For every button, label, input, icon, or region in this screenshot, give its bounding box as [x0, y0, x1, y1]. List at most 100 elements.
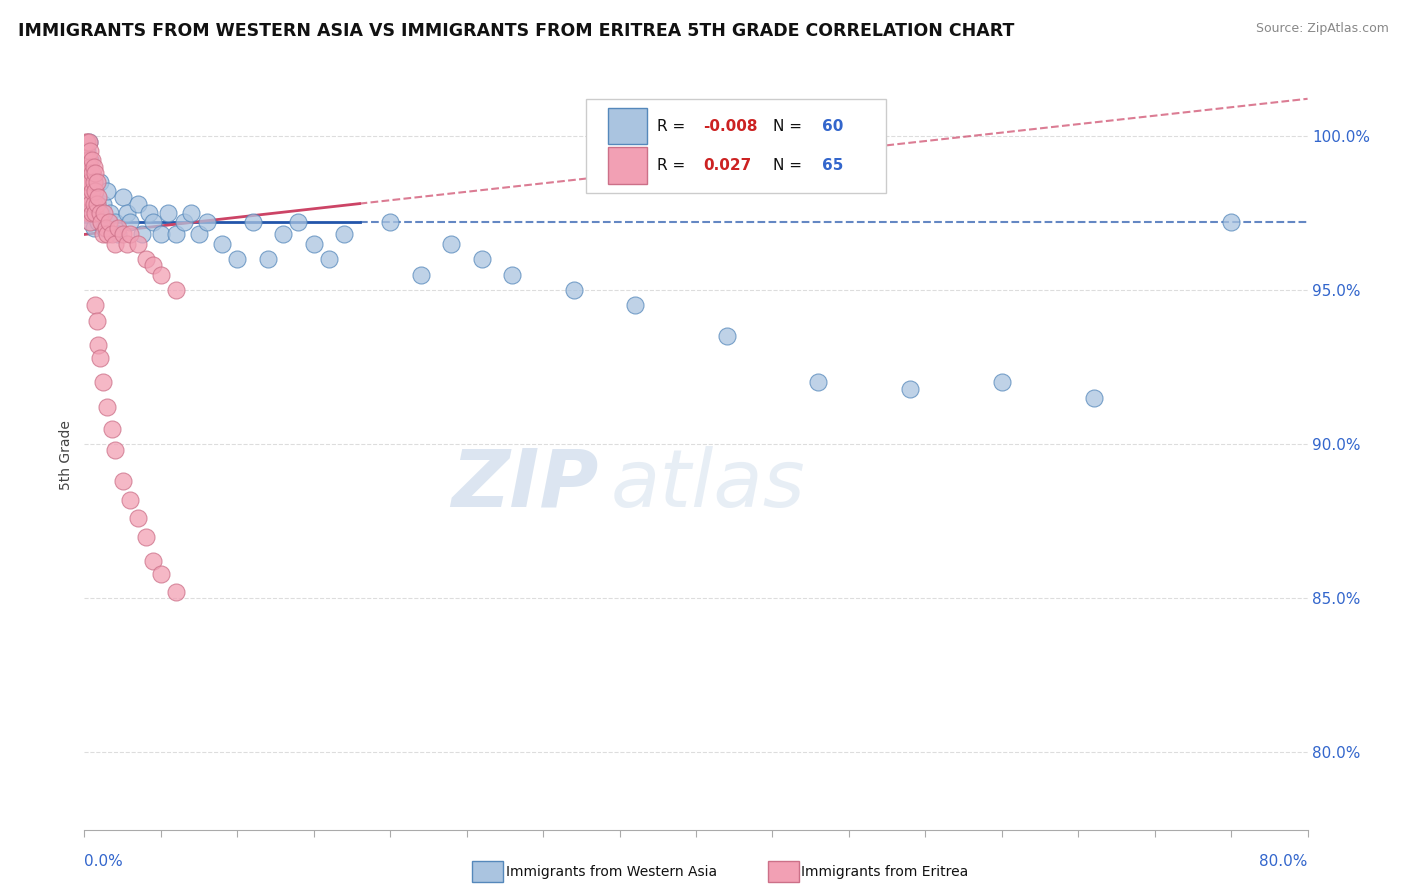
Point	[440, 236, 463, 251]
Point	[624, 298, 647, 312]
Point	[80, 166, 103, 180]
Point	[471, 252, 494, 266]
Point	[91, 227, 114, 242]
Point	[242, 215, 264, 229]
Point	[98, 206, 121, 220]
Point	[75, 175, 97, 189]
Point	[89, 206, 111, 220]
Point	[302, 236, 325, 251]
Point	[77, 160, 100, 174]
Point	[107, 227, 129, 242]
Point	[96, 184, 118, 198]
Point	[96, 227, 118, 242]
Point	[1220, 215, 1243, 229]
Point	[149, 227, 172, 242]
Point	[86, 196, 108, 211]
Y-axis label: 5th Grade: 5th Grade	[59, 420, 73, 490]
Point	[89, 175, 111, 189]
Point	[79, 215, 101, 229]
Point	[138, 206, 160, 220]
Point	[84, 206, 107, 220]
Point	[77, 153, 100, 168]
Point	[77, 196, 100, 211]
Point	[149, 566, 172, 581]
Point	[115, 236, 138, 251]
Text: 80.0%: 80.0%	[1260, 855, 1308, 869]
Point	[84, 166, 107, 180]
Text: Immigrants from Eritrea: Immigrants from Eritrea	[801, 865, 969, 880]
Point	[142, 258, 165, 272]
Text: 65: 65	[823, 158, 844, 173]
Point	[87, 190, 110, 204]
Point	[131, 227, 153, 242]
Point	[127, 196, 149, 211]
Point	[79, 196, 101, 211]
Text: Source: ZipAtlas.com: Source: ZipAtlas.com	[1256, 22, 1389, 36]
Point	[180, 206, 202, 220]
Point	[75, 160, 97, 174]
Point	[807, 376, 830, 390]
Point	[79, 160, 101, 174]
Point	[94, 221, 117, 235]
Point	[79, 145, 101, 159]
Point	[157, 206, 180, 220]
Point	[79, 215, 101, 229]
Point	[76, 190, 98, 204]
Point	[562, 283, 585, 297]
Point	[127, 236, 149, 251]
Point	[97, 215, 120, 229]
Point	[84, 298, 107, 312]
Point	[83, 196, 105, 211]
Point	[111, 474, 134, 488]
Point	[211, 236, 233, 251]
Point	[80, 184, 103, 198]
Point	[77, 166, 100, 180]
Point	[93, 206, 115, 220]
Point	[93, 221, 115, 235]
Point	[333, 227, 356, 242]
Point	[257, 252, 280, 266]
Point	[87, 338, 110, 352]
Point	[84, 184, 107, 198]
Point	[91, 376, 114, 390]
Point	[87, 215, 110, 229]
Point	[165, 283, 187, 297]
Point	[271, 227, 294, 242]
Point	[79, 175, 101, 189]
Point	[77, 206, 100, 220]
FancyBboxPatch shape	[607, 108, 647, 145]
Point	[83, 160, 105, 174]
Point	[90, 215, 112, 229]
Point	[120, 215, 142, 229]
Point	[898, 382, 921, 396]
Point	[1083, 391, 1105, 405]
Point	[111, 190, 134, 204]
Point	[195, 215, 218, 229]
Point	[86, 196, 108, 211]
Point	[104, 236, 127, 251]
Text: -0.008: -0.008	[703, 119, 758, 134]
Point	[84, 190, 107, 204]
Point	[991, 376, 1014, 390]
Point	[76, 184, 98, 198]
Text: N =: N =	[773, 158, 807, 173]
Point	[80, 166, 103, 180]
Point	[107, 221, 129, 235]
Point	[75, 145, 97, 159]
Point	[86, 314, 108, 328]
Point	[226, 252, 249, 266]
Point	[165, 585, 187, 599]
Point	[79, 153, 101, 168]
Point	[83, 175, 105, 189]
Point	[149, 268, 172, 282]
Point	[77, 135, 100, 149]
Point	[96, 400, 118, 414]
Text: IMMIGRANTS FROM WESTERN ASIA VS IMMIGRANTS FROM ERITREA 5TH GRADE CORRELATION CH: IMMIGRANTS FROM WESTERN ASIA VS IMMIGRAN…	[18, 22, 1015, 40]
Text: ZIP: ZIP	[451, 446, 598, 524]
Point	[318, 252, 340, 266]
Point	[80, 206, 103, 220]
Text: 0.0%: 0.0%	[84, 855, 124, 869]
Point	[409, 268, 432, 282]
Point	[89, 351, 111, 365]
Text: atlas: atlas	[610, 446, 806, 524]
